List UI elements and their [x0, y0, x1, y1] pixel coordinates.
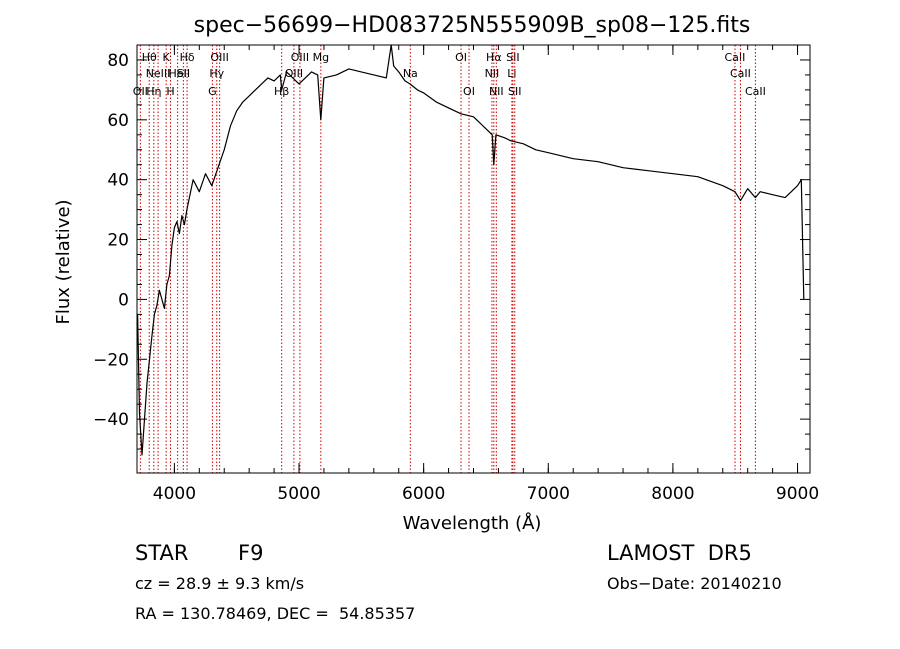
- redshift-velocity: cz = 28.9 ± 9.3 km/s: [135, 574, 305, 593]
- x-tick-label: 7000: [527, 484, 570, 504]
- spectral-line-label: Hδ: [180, 51, 195, 64]
- spectral-line-label: OI: [463, 85, 475, 98]
- spectral-line-label: OIII: [291, 51, 309, 64]
- x-tick-label: 4000: [153, 484, 196, 504]
- spectral-line-label: CaII: [725, 51, 746, 64]
- sky-coordinates: RA = 130.78469, DEC = 54.85357: [135, 604, 416, 623]
- x-axis-label: Wavelength (Å): [403, 512, 542, 534]
- spectral-line-label: Hη: [146, 85, 161, 98]
- y-tick-label: 0: [118, 290, 129, 310]
- spectral-subclass: F9: [238, 541, 264, 565]
- spectral-line-label: CaII: [745, 85, 766, 98]
- x-tick-label: 5000: [277, 484, 320, 504]
- y-tick-label: 60: [107, 111, 129, 131]
- spectral-line-label: OI: [455, 51, 467, 64]
- spectral-line-label: Mg: [313, 51, 329, 64]
- spectral-line-label: Hθ: [142, 51, 157, 64]
- y-tick-label: 20: [107, 231, 129, 251]
- spectral-line-label: OIII: [210, 51, 228, 64]
- y-tick-label: 40: [107, 171, 129, 191]
- spectral-line-label: G: [208, 85, 217, 98]
- axis-ticks: 4000 5000 6000 7000 8000 9000 −40 −20 0 20 40 60 80: [93, 45, 819, 504]
- spectral-line-label: Hγ: [209, 67, 224, 80]
- spectrum-series: [137, 44, 805, 456]
- spectral-line-label: NeIII: [146, 67, 171, 80]
- survey-name: LAMOST DR5: [607, 541, 752, 565]
- y-tick-label: 80: [107, 51, 129, 71]
- spectral-line-label: SII: [506, 51, 519, 64]
- y-tick-label: −40: [93, 410, 129, 430]
- x-tick-label: 9000: [776, 484, 819, 504]
- x-tick-label: 8000: [651, 484, 694, 504]
- y-axis-label: Flux (relative): [53, 199, 74, 324]
- spectral-line-label: SII: [177, 67, 190, 80]
- spectral-line-label: NII: [489, 85, 504, 98]
- observation-date: Obs−Date: 20140210: [607, 574, 782, 593]
- spectral-line-label: OIII: [285, 67, 303, 80]
- spectral-line-label: Li: [507, 67, 516, 80]
- object-class: STAR: [135, 541, 189, 565]
- spectral-line-label: NII: [485, 67, 500, 80]
- spectral-line-label: K: [163, 51, 171, 64]
- spectral-line-label: Hα: [486, 51, 502, 64]
- chart-title: spec−56699−HD083725N555909B_sp08−125.fit…: [194, 13, 751, 38]
- x-tick-label: 6000: [402, 484, 445, 504]
- spectral-line-label: H: [166, 85, 174, 98]
- spectrum-line: [137, 44, 805, 456]
- spectral-line-label: Hβ: [274, 85, 289, 98]
- spectral-line-label: Na: [403, 67, 418, 80]
- spectral-line-label: CaII: [730, 67, 751, 80]
- spectral-line-label: SII: [508, 85, 521, 98]
- y-tick-label: −20: [93, 350, 129, 370]
- spectral-line-label: HeI: [168, 67, 186, 80]
